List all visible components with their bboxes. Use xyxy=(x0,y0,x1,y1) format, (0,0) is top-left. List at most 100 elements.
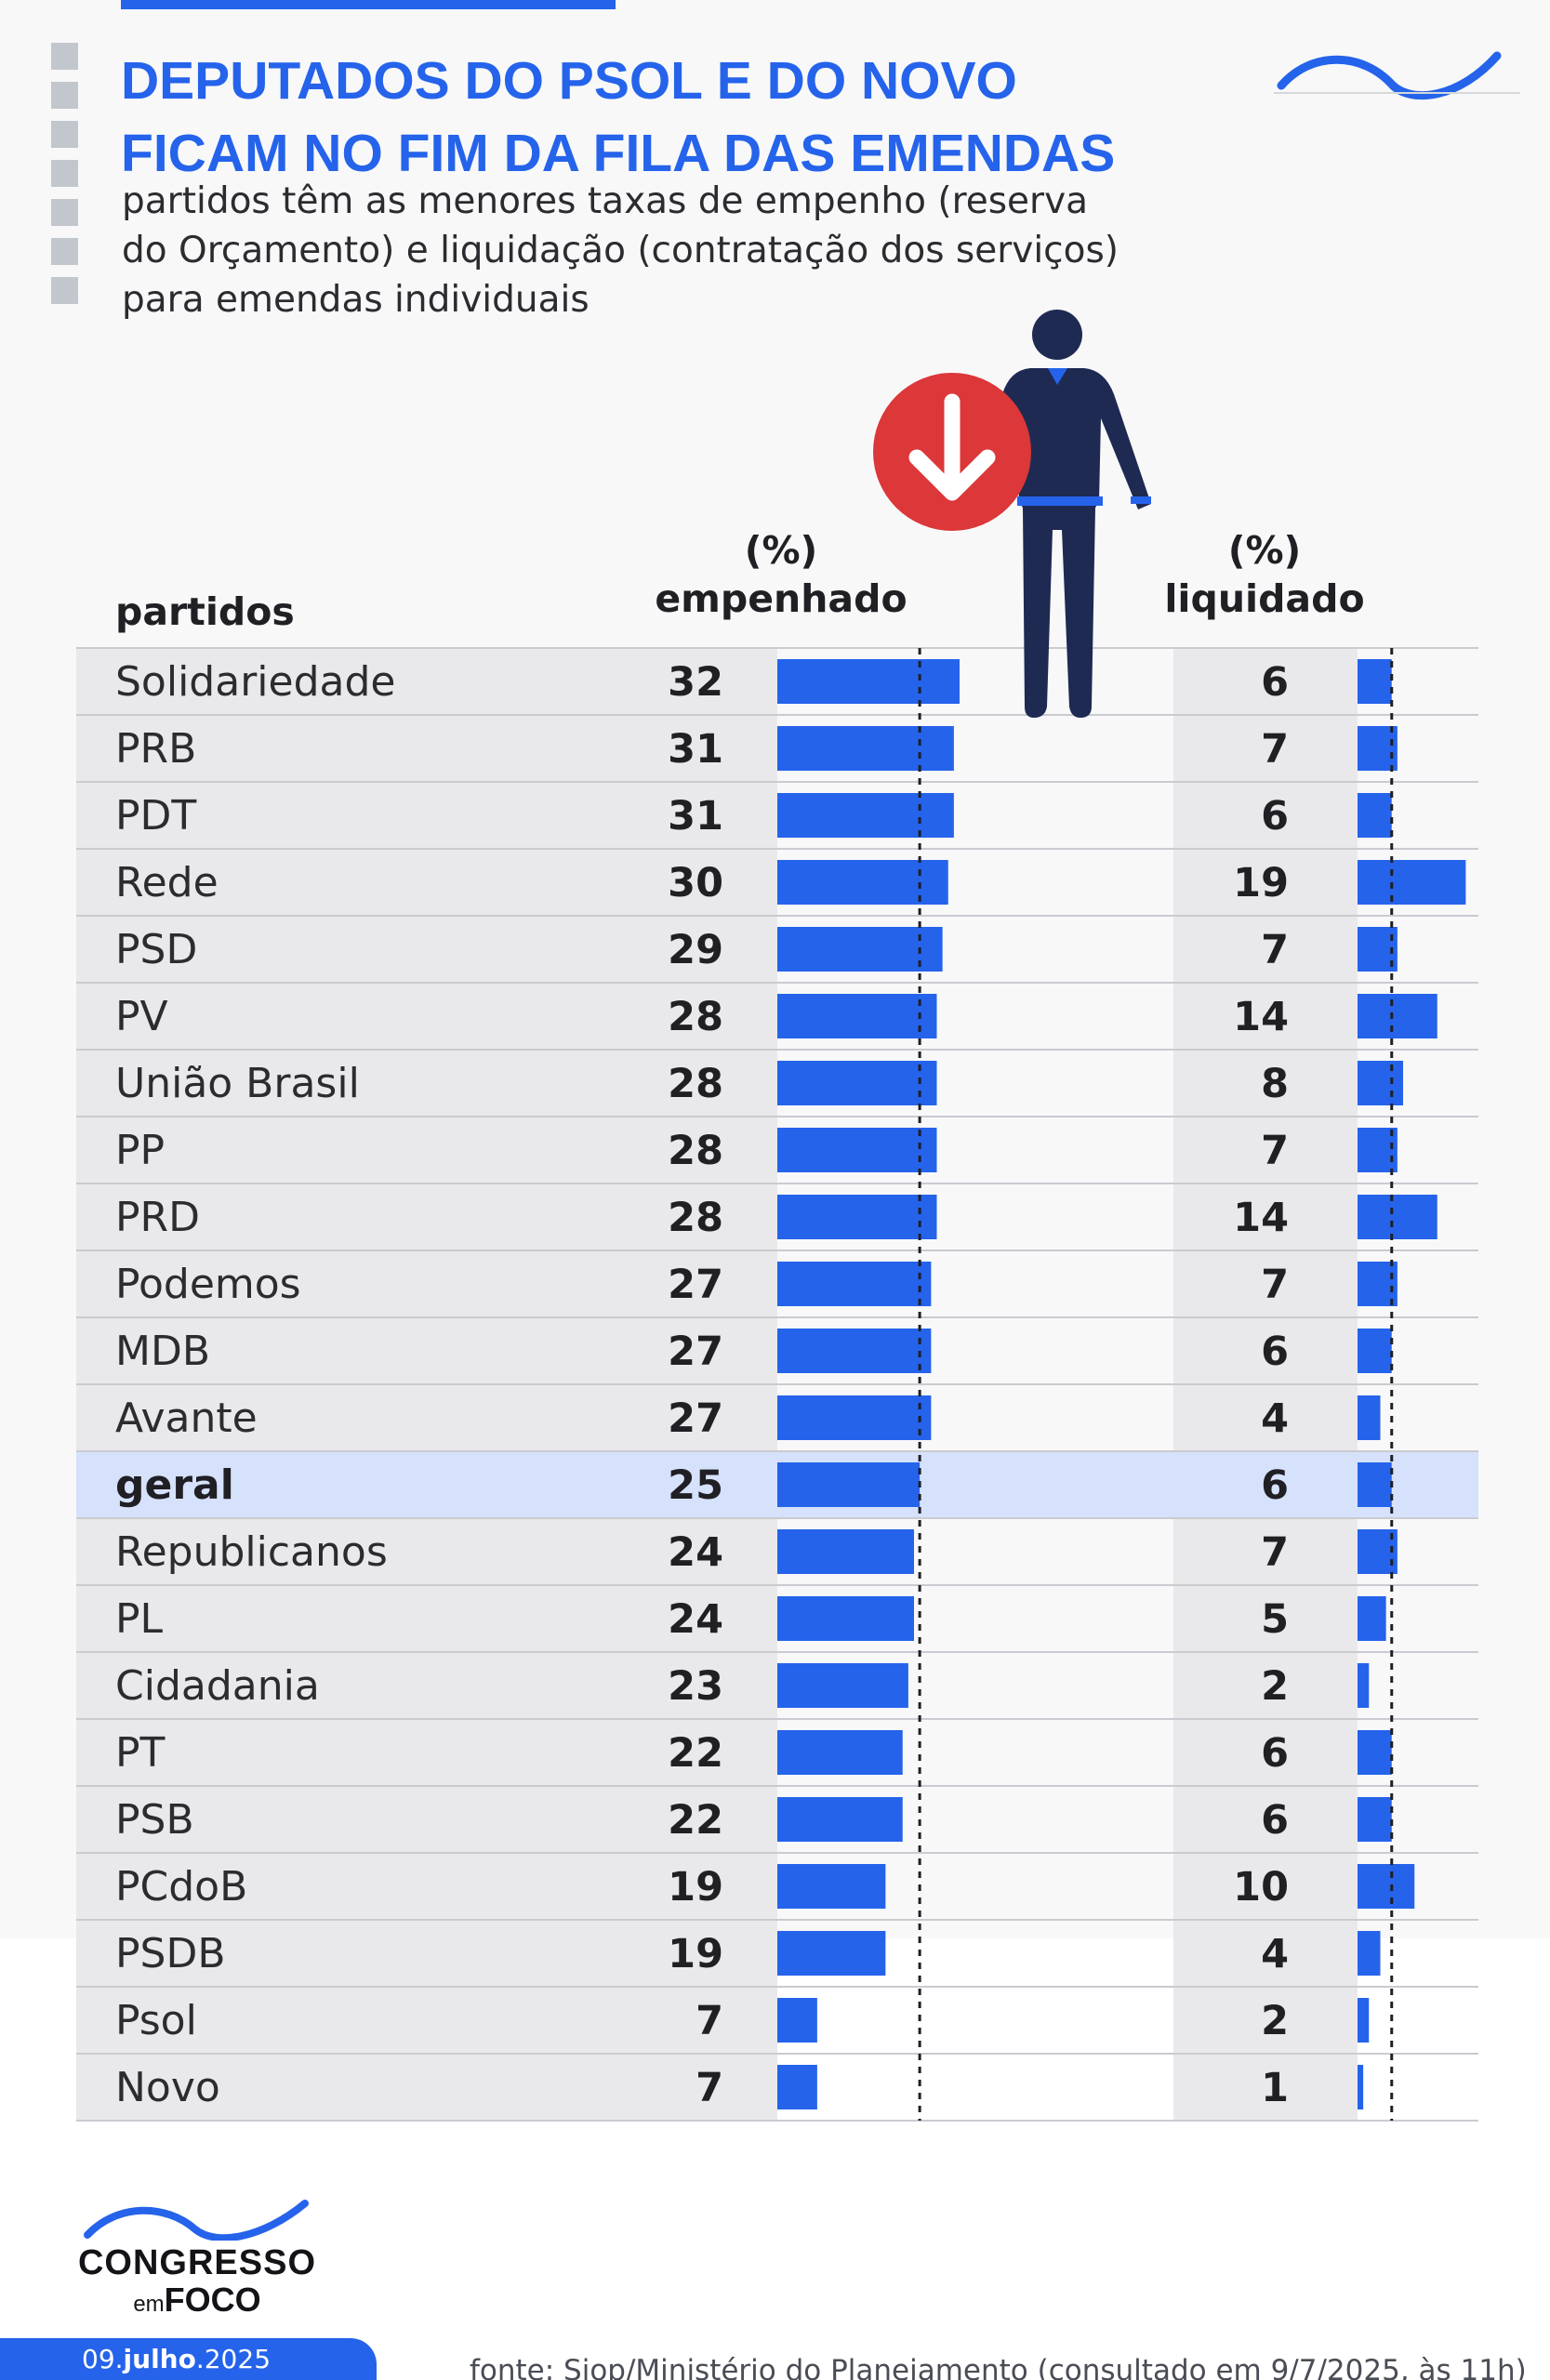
liquidado-bar xyxy=(1358,994,1437,1038)
subtitle-line-2: do Orçamento) e liquidação (contratação … xyxy=(122,230,1119,271)
liquidado-value: 8 xyxy=(1261,1061,1289,1107)
table-row: PDT 31 6 xyxy=(115,792,1392,840)
party-label: PRD xyxy=(115,1194,200,1241)
table-row: PV 28 14 xyxy=(115,993,1437,1040)
table-row: geral 25 6 xyxy=(115,1461,1392,1509)
empenhado-value: 28 xyxy=(668,994,723,1040)
subtitle-line-3: para emendas individuais xyxy=(122,279,590,321)
empenhado-bar xyxy=(777,860,948,905)
table-row: Solidariedade 32 6 xyxy=(115,658,1392,706)
title-line-2: FICAM NO FIM DA FILA DAS EMENDAS xyxy=(121,124,1116,183)
liquidado-bar xyxy=(1358,793,1392,838)
party-label: Republicanos xyxy=(115,1528,388,1576)
empenhado-bar xyxy=(777,1931,886,1976)
table-row: PSB 22 6 xyxy=(115,1796,1392,1844)
liquidado-bar xyxy=(1358,1998,1370,2043)
logo-word-congresso: CONGRESSO xyxy=(77,2243,317,2282)
empenhado-value: 24 xyxy=(668,1596,723,1643)
liquidado-value: 2 xyxy=(1261,1663,1289,1710)
empenhado-value: 32 xyxy=(668,659,723,706)
liquidado-value: 7 xyxy=(1261,1529,1289,1576)
date-suffix: .2025 xyxy=(195,2344,272,2374)
party-label: União Brasil xyxy=(115,1060,360,1107)
table-row: MDB 27 6 xyxy=(115,1328,1392,1375)
liquidado-bar xyxy=(1358,726,1398,771)
party-label: PP xyxy=(115,1127,165,1174)
empenhado-value: 7 xyxy=(696,2065,723,2111)
empenhado-value: 25 xyxy=(668,1462,723,1509)
empenhado-bar xyxy=(777,2065,817,2109)
liquidado-bar xyxy=(1358,860,1466,905)
empenhado-bar xyxy=(777,1395,932,1440)
liquidado-bar xyxy=(1358,1329,1392,1373)
empenhado-bar xyxy=(777,659,960,704)
empenhado-value: 28 xyxy=(668,1128,723,1174)
liquidado-value: 10 xyxy=(1233,1864,1289,1911)
empenhado-bar xyxy=(777,1864,886,1909)
party-label: PSB xyxy=(115,1796,194,1844)
party-label: Solidariedade xyxy=(115,658,395,706)
liquidado-value: 14 xyxy=(1233,994,1289,1040)
header-empenhado-label: empenhado xyxy=(655,576,907,621)
liquidado-value: 14 xyxy=(1233,1195,1289,1241)
empenhado-bar xyxy=(777,927,943,972)
empenhado-bar xyxy=(777,1462,921,1507)
table-row: PSDB 19 4 xyxy=(115,1930,1381,1977)
liquidado-value: 2 xyxy=(1261,1998,1289,2044)
table-row: Avante 27 4 xyxy=(115,1395,1381,1442)
down-arrow-icon xyxy=(873,373,1031,531)
logo-wave-bottom-icon xyxy=(84,2200,309,2242)
empenhado-bar xyxy=(777,793,954,838)
empenhado-bar xyxy=(777,1329,932,1373)
liquidado-bar xyxy=(1358,1663,1370,1708)
liquidado-bar xyxy=(1358,1797,1392,1842)
page-title: DEPUTADOS DO PSOL E DO NOVO FICAM NO FIM… xyxy=(121,45,1283,190)
liquidado-value: 7 xyxy=(1261,1128,1289,1174)
empenhado-value: 22 xyxy=(668,1730,723,1777)
liquidado-value: 6 xyxy=(1261,1797,1289,1844)
empenhado-bar xyxy=(777,1529,914,1574)
liquidado-bar xyxy=(1358,1395,1381,1440)
logo-word-em: em xyxy=(133,2292,165,2317)
party-label: MDB xyxy=(115,1328,210,1375)
liquidado-bar xyxy=(1358,1931,1381,1976)
header-liquidado-label: liquidado xyxy=(1164,576,1365,621)
party-label: Avante xyxy=(115,1395,258,1442)
liquidado-value: 4 xyxy=(1261,1395,1289,1442)
table-row: Rede 30 19 xyxy=(115,859,1466,906)
empenhado-bar xyxy=(777,1797,903,1842)
header-empenhado: (%) empenhado xyxy=(632,526,930,623)
table-row: PT 22 6 xyxy=(115,1729,1392,1777)
subtitle-line-1: partidos têm as menores taxas de empenho… xyxy=(122,180,1089,222)
header-partidos-label: partidos xyxy=(115,589,295,634)
page-subtitle: partidos têm as menores taxas de empenho… xyxy=(122,177,1284,324)
decorative-squares xyxy=(51,43,79,316)
liquidado-value: 6 xyxy=(1261,793,1289,840)
logo-word-em-foco: emFOCO xyxy=(67,2281,327,2323)
empenhado-value: 24 xyxy=(668,1529,723,1576)
party-label: PSD xyxy=(115,926,197,973)
empenhado-bar xyxy=(777,726,954,771)
date-month: julho xyxy=(123,2344,196,2374)
logo-congresso-em-foco: CONGRESSO emFOCO xyxy=(67,2196,327,2323)
empenhado-bar xyxy=(777,1730,903,1775)
liquidado-bar xyxy=(1358,659,1392,704)
empenhado-value: 27 xyxy=(668,1262,723,1308)
liquidado-value: 5 xyxy=(1261,1596,1289,1643)
top-accent-bar xyxy=(121,0,616,9)
party-label: PT xyxy=(115,1729,166,1777)
empenhado-value: 31 xyxy=(668,726,723,773)
liquidado-value: 1 xyxy=(1261,2065,1289,2111)
liquidado-value: 7 xyxy=(1261,726,1289,773)
empenhado-value: 27 xyxy=(668,1395,723,1442)
party-label: Psol xyxy=(115,1997,197,2044)
header-empenhado-unit: (%) xyxy=(744,528,818,573)
empenhado-bar xyxy=(777,1128,937,1172)
party-label: Rede xyxy=(115,859,219,906)
liquidado-bar xyxy=(1358,1462,1392,1507)
logo-wave-icon xyxy=(1274,51,1520,100)
party-label: geral xyxy=(115,1461,234,1509)
party-label: PSDB xyxy=(115,1930,226,1977)
empenhado-value: 22 xyxy=(668,1797,723,1844)
empenhado-bar xyxy=(777,1195,937,1239)
